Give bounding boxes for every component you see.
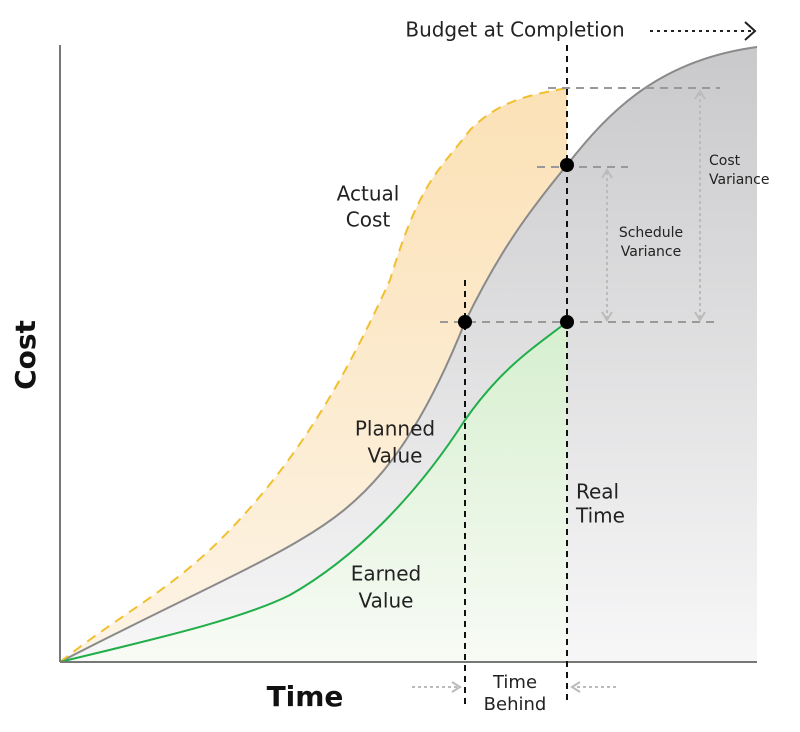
actual-area xyxy=(60,88,567,662)
earned-curve xyxy=(59,321,568,663)
time-behind-label: Time xyxy=(492,672,537,693)
planned-label: Planned xyxy=(355,417,435,441)
cost-variance-label: Cost xyxy=(709,153,741,169)
x-axis-label: Time xyxy=(267,680,344,713)
real-time-label: Real xyxy=(576,480,619,504)
real-time-label: Time xyxy=(575,504,625,528)
variance-arrows xyxy=(412,89,706,693)
budget-arrow xyxy=(650,21,757,41)
time-behind-label: Behind xyxy=(484,694,547,715)
point xyxy=(560,158,574,172)
vertical-guides xyxy=(464,45,568,705)
earned-label: Value xyxy=(359,589,414,613)
cost-variance-label: Variance xyxy=(709,172,769,188)
actual-label: Cost xyxy=(346,208,391,232)
schedule-variance-label: Variance xyxy=(621,244,681,260)
planned-label: Value xyxy=(368,444,423,468)
point xyxy=(458,315,472,329)
y-axis-label: Cost xyxy=(9,320,42,390)
schedule-variance-label: Schedule xyxy=(619,225,683,241)
earned-area xyxy=(60,322,567,662)
actual-label: Actual xyxy=(337,182,400,206)
point xyxy=(560,315,574,329)
planned-area xyxy=(60,47,757,662)
horizontal-guides xyxy=(440,87,720,323)
budget-label: Budget at Completion xyxy=(405,18,624,42)
earned-label: Earned xyxy=(351,562,421,586)
planned-curve xyxy=(59,46,758,663)
